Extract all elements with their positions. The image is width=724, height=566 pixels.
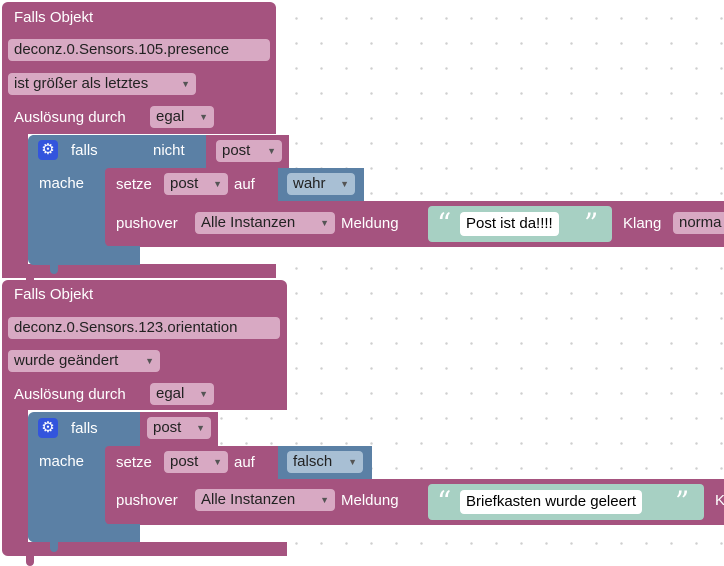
set-auf-label-2: auf [234, 454, 255, 471]
boolean-dropdown-1[interactable]: wahr ▼ [287, 173, 355, 195]
event-block-1-title: Falls Objekt [14, 9, 94, 26]
if-block-1-bottom [28, 246, 140, 264]
if-block-2-nub [50, 540, 58, 552]
variable-dropdown-1[interactable]: post ▼ [216, 140, 282, 162]
set-label-1: setze [116, 176, 152, 193]
sound-dropdown-1[interactable]: norma [673, 212, 724, 234]
quote-open-icon: “ [437, 207, 452, 240]
variable-dropdown-2[interactable]: post ▼ [147, 417, 211, 439]
dropdown-arrow-icon: ▼ [181, 79, 190, 89]
dropdown-arrow-icon: ▼ [320, 218, 329, 228]
dropdown-arrow-icon: ▼ [340, 179, 349, 189]
object-id-field-2[interactable]: deconz.0.Sensors.123.orientation [8, 317, 280, 339]
set-variable-dropdown-2[interactable]: post ▼ [164, 451, 228, 473]
dropdown-arrow-icon: ▼ [267, 146, 276, 156]
event-block-2-title: Falls Objekt [14, 286, 94, 303]
falls-label-2: falls [71, 420, 98, 437]
mache-label-1: mache [39, 175, 85, 192]
event-block-1-left-spine [2, 134, 28, 268]
dropdown-arrow-icon: ▼ [196, 423, 205, 433]
condition-dropdown-1[interactable]: ist größer als letztes ▼ [8, 73, 196, 95]
trigger-label-1: Auslösung durch [14, 109, 126, 126]
pushover-label-1: pushover [116, 215, 178, 232]
sound-label-1: Klang [623, 215, 662, 232]
message-text-2[interactable]: Briefkasten wurde geleert [460, 490, 643, 514]
instance-dropdown-2[interactable]: Alle Instanzen ▼ [195, 489, 335, 511]
event-block-2-header[interactable] [2, 280, 287, 410]
message-text-1[interactable]: Post ist da!!!! [460, 212, 559, 236]
dropdown-arrow-icon: ▼ [199, 389, 208, 399]
event-block-2-nub [26, 554, 34, 566]
trigger-dropdown-1[interactable]: egal ▼ [150, 106, 214, 128]
falls-label-1: falls [71, 142, 98, 159]
set-auf-label-1: auf [234, 176, 255, 193]
pushover-label-2: pushover [116, 492, 178, 509]
dropdown-arrow-icon: ▼ [213, 457, 222, 467]
gear-icon[interactable]: ⚙ [38, 140, 58, 160]
not-label-1: nicht [153, 142, 185, 159]
mache-label-2: mache [39, 453, 85, 470]
not-block-1[interactable] [140, 135, 215, 169]
event-block-1-footer [2, 264, 276, 278]
sound-label-2: K [715, 492, 724, 509]
instance-dropdown-1[interactable]: Alle Instanzen ▼ [195, 212, 335, 234]
trigger-label-2: Auslösung durch [14, 386, 126, 403]
condition-dropdown-2[interactable]: wurde geändert ▼ [8, 350, 160, 372]
dropdown-arrow-icon: ▼ [145, 356, 154, 366]
event-block-2-left-spine [2, 410, 28, 544]
event-block-1-header[interactable] [2, 2, 276, 134]
message-label-1: Meldung [341, 215, 399, 232]
trigger-dropdown-2[interactable]: egal ▼ [150, 383, 214, 405]
dropdown-arrow-icon: ▼ [348, 457, 357, 467]
event-block-2-footer [2, 542, 287, 556]
dropdown-arrow-icon: ▼ [213, 179, 222, 189]
dropdown-arrow-icon: ▼ [320, 495, 329, 505]
set-variable-dropdown-1[interactable]: post ▼ [164, 173, 228, 195]
object-id-field-1[interactable]: deconz.0.Sensors.105.presence [8, 39, 270, 61]
quote-close-icon: ” [584, 207, 599, 240]
if-block-2-bottom [28, 524, 140, 542]
if-block-1-nub [50, 262, 58, 274]
gear-icon[interactable]: ⚙ [38, 418, 58, 438]
message-label-2: Meldung [341, 492, 399, 509]
dropdown-arrow-icon: ▼ [199, 112, 208, 122]
quote-open-icon: “ [437, 485, 452, 518]
quote-close-icon: ” [675, 485, 690, 518]
set-label-2: setze [116, 454, 152, 471]
boolean-dropdown-2[interactable]: falsch ▼ [287, 451, 363, 473]
